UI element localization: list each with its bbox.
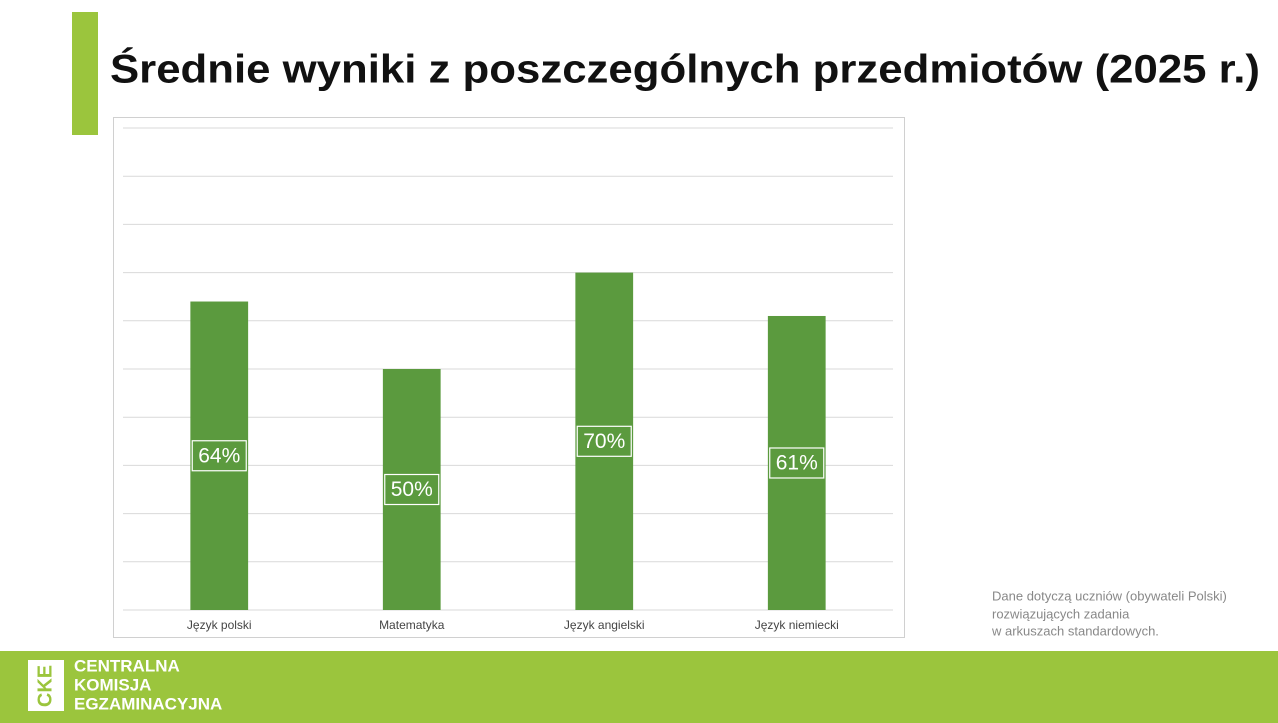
footer-band: [0, 651, 1278, 723]
title-accent: [72, 12, 98, 135]
value-label: 64%: [198, 444, 240, 467]
note: Dane dotyczą uczniów (obywateli Polski) …: [991, 588, 1227, 638]
x-tick-label: Język niemiecki: [755, 618, 839, 632]
value-label-box: [576, 425, 632, 457]
note-line: rozwiązujących zadania: [992, 606, 1130, 621]
note-line: w arkuszach standardowych.: [991, 623, 1159, 638]
value-label-box: [384, 473, 440, 506]
logo-mark: CKE: [34, 665, 56, 707]
bar: [382, 369, 441, 610]
value-label: 61%: [776, 452, 818, 475]
note-line: Dane dotyczą uczniów (obywateli Polski): [992, 588, 1227, 603]
x-tick-label: Język polski: [187, 618, 252, 632]
logo-text: KOMISJA: [74, 675, 151, 694]
x-tick-label: Język angielski: [564, 618, 645, 632]
logo-mark-box: [28, 660, 64, 711]
value-label: 70%: [583, 430, 625, 453]
bar: [575, 272, 634, 610]
logo-text: CENTRALNA: [74, 656, 180, 675]
value-label-box: [191, 440, 247, 472]
value-label-box: [769, 447, 825, 479]
x-tick-label: Matematyka: [379, 618, 445, 632]
chart-title: Średnie wyniki z poszczególnych przedmio…: [110, 46, 1260, 92]
bar: [190, 301, 249, 610]
logo-text: EGZAMINACYJNA: [74, 694, 222, 713]
bar: [767, 315, 826, 610]
value-label: 50%: [391, 478, 433, 501]
